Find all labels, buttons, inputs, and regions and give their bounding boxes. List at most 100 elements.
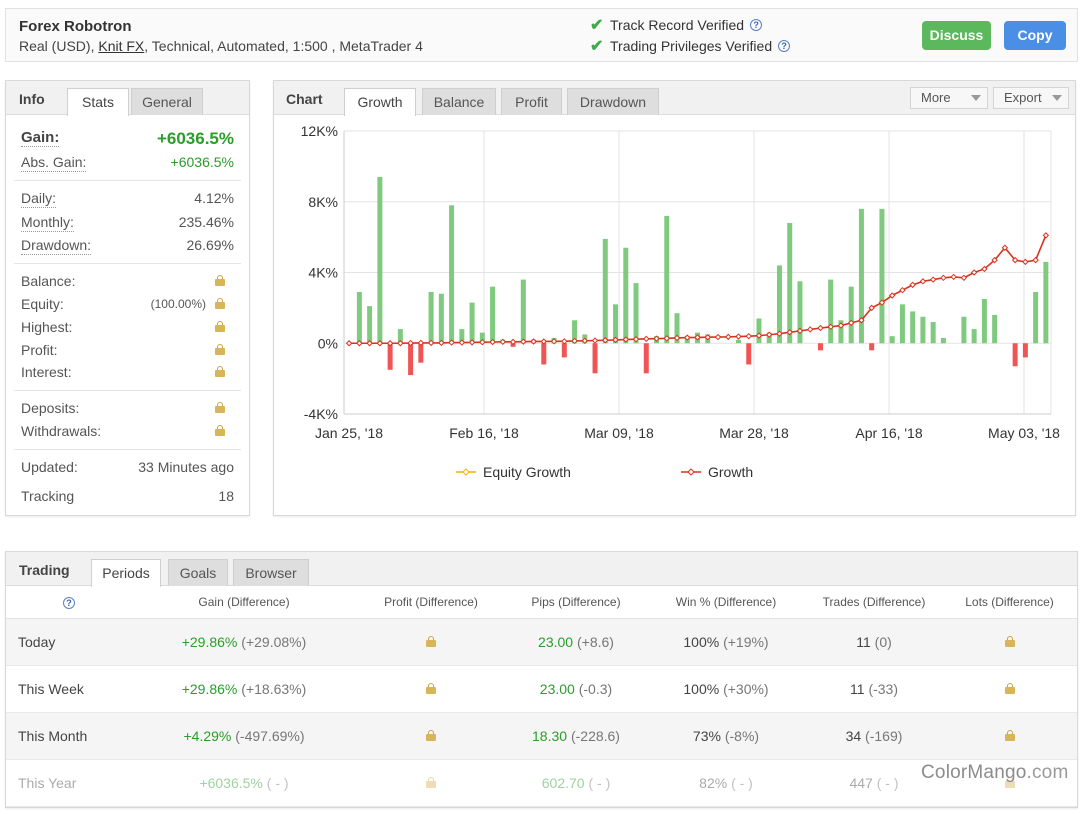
copy-button[interactable]: Copy [1004,21,1066,50]
growth-point [356,340,363,347]
more-label: More [921,90,951,105]
more-dropdown[interactable]: More [910,87,988,109]
tab-drawdown[interactable]: Drawdown [567,88,659,115]
growth-point [827,323,834,331]
growth-point [888,292,896,299]
growth-point [571,337,578,345]
growth-point [858,317,865,324]
bar [387,343,393,370]
gain-label: Gain: [21,129,60,147]
bar [479,332,485,344]
growth-point [725,333,732,341]
help-icon[interactable]: ? [63,596,75,609]
lock-icon [356,665,506,713]
table-row: This Week +29.86% (+18.63%) 23.00 (-0.3)… [6,665,1077,713]
legend-label: Equity Growth [483,464,571,480]
growth-point [1042,232,1050,239]
updated-value: 33 Minutes ago [138,459,234,475]
growth-point [714,333,722,341]
tab-goals[interactable]: Goals [168,559,228,586]
bar [1012,343,1018,367]
growth-point [499,338,507,346]
tab-stats[interactable]: Stats [67,88,129,116]
bar [602,238,608,344]
growth-point [581,337,588,344]
deposits-label: Deposits: [21,400,80,416]
bar [520,279,526,344]
bar [869,343,875,351]
trading-privileges-label: Trading Privileges Verified [610,38,773,54]
help-icon[interactable]: ? [778,40,791,52]
system-title: Forex Robotron [19,18,132,35]
growth-point [438,339,445,347]
growth-point [643,335,650,343]
tab-browser[interactable]: Browser [233,559,309,586]
gain-value: +6036.5% [156,129,234,148]
growth-point [766,331,773,338]
abs-gain-label: Abs. Gain: [21,154,87,172]
watermark-logo: ColorMango.com [921,762,1069,783]
lock-icon [356,618,506,666]
growth-point [468,339,476,346]
bar [428,291,434,344]
y-tick-label: 12K% [301,123,338,139]
discuss-button[interactable]: Discuss [922,21,991,50]
growth-point [632,335,640,343]
broker-link[interactable]: Knit FX [98,38,145,54]
bar [787,222,793,344]
account-header: Forex Robotron Real (USD), Knit FX, Tech… [5,8,1078,62]
x-tick-label: Mar 28, '18 [719,425,789,441]
column-header: Pips (Difference) [506,586,646,619]
bar [992,314,998,344]
column-header: Profit (Difference) [356,586,506,619]
trading-panel-header: Trading Periods Goals Browser [6,552,1077,587]
bar [746,343,752,365]
lock-icon [942,759,1077,807]
divider [14,390,241,391]
growth-point [1001,244,1009,251]
track-record-verified: ✔ Track Record Verified ? [590,15,763,35]
help-icon[interactable]: ? [750,19,763,31]
growth-point [345,340,353,347]
tab-periods[interactable]: Periods [91,559,161,587]
growth-point [899,286,906,294]
bar [397,329,403,344]
y-tick-label: 4K% [308,265,338,281]
growth-point [540,338,548,345]
growth-point [366,340,373,347]
growth-point [489,338,496,346]
bar [633,283,639,344]
bar [889,336,895,344]
export-dropdown[interactable]: Export [993,87,1069,109]
legend-marker [687,468,695,476]
bar [1033,291,1039,344]
gain-cell: +29.86% (+18.63%) [132,665,356,713]
divider [14,449,241,450]
period-label: This Year [6,759,132,807]
lock-icon [215,342,225,358]
bar [971,329,977,344]
x-tick-label: Jan 25, '18 [315,425,383,441]
bar [1043,261,1049,344]
bar [356,291,362,344]
equity-label: Equity: [21,296,64,312]
growth-chart[interactable]: 12K% 8K% 4K% 0% -4K% Jan 25, '18 Feb 16, '18 Ma… [274,115,1075,515]
bar [940,337,946,344]
check-icon: ✔ [590,17,604,34]
monthly-label: Monthly: [21,214,74,232]
monthly-value: 235.46% [178,214,234,230]
account-type: Real (USD), [19,38,99,54]
chart-panel-header: Chart Growth Balance Profit Drawdown Mor… [274,81,1075,116]
tab-growth[interactable]: Growth [344,88,416,116]
bar [623,247,629,344]
bar [899,304,905,344]
trades-cell: 447 ( - ) [806,759,942,807]
tab-general[interactable]: General [131,88,203,115]
growth-point [735,333,742,340]
bar [449,205,455,344]
profit-label: Profit: [21,342,58,358]
bar [459,329,465,344]
tab-balance[interactable]: Balance [422,88,496,115]
drawdown-label: Drawdown: [21,237,92,255]
tab-profit[interactable]: Profit [501,88,562,115]
